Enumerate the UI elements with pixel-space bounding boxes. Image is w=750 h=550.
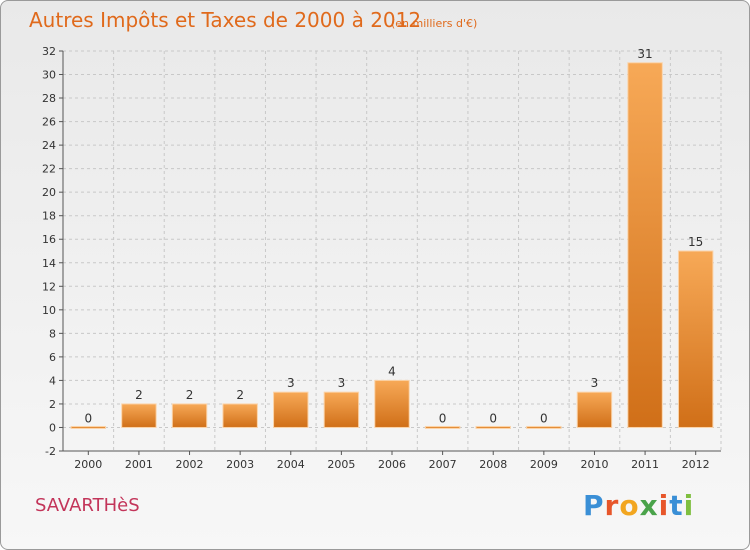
bars [70, 62, 714, 429]
bar-2003 [222, 403, 258, 428]
bar-2001 [121, 403, 157, 428]
bar-2004 [273, 391, 309, 428]
value-label-2009: 0 [540, 411, 548, 425]
value-label-2002: 2 [186, 388, 194, 402]
logo-letter: r [604, 489, 620, 522]
y-tick-label: 14 [42, 257, 56, 270]
y-tick-label: 28 [42, 92, 56, 105]
y-tick-label: -2 [45, 445, 56, 458]
value-label-2006: 4 [388, 364, 396, 378]
bar-2010 [576, 391, 613, 428]
value-label-2012: 15 [688, 235, 703, 249]
y-tick-label: 16 [42, 233, 56, 246]
value-labels: 0 2 2 2 3 3 4 0 0 0 3 31 15 [84, 47, 703, 426]
x-tick-label-2010: 2010 [580, 458, 608, 471]
logo-letter: o [619, 489, 640, 522]
y-tick-label: 24 [42, 139, 56, 152]
bar-2008 [475, 425, 511, 429]
value-label-2005: 3 [338, 376, 346, 390]
x-tick-label-2006: 2006 [378, 458, 406, 471]
bar-2005 [323, 391, 360, 428]
y-tick-label: 10 [42, 304, 56, 317]
logo-letter: i [658, 489, 670, 522]
y-tick-label: 6 [49, 351, 56, 364]
chart-subtitle: (en milliers d'€) [391, 17, 477, 30]
x-tick-label-2003: 2003 [226, 458, 254, 471]
x-tick-label-2008: 2008 [479, 458, 507, 471]
y-tick-label: 30 [42, 69, 56, 82]
y-tick-label: 18 [42, 210, 56, 223]
y-tick-label: 2 [49, 398, 56, 411]
x-tick-label-2007: 2007 [429, 458, 457, 471]
y-tick-label: 22 [42, 163, 56, 176]
y-tick-label: 4 [49, 374, 56, 387]
y-tick-label: 32 [42, 45, 56, 58]
bar-2000 [70, 425, 107, 429]
bar-2006 [374, 379, 410, 428]
value-label-2010: 3 [591, 376, 599, 390]
proxiti-logo: Proxiti [583, 489, 694, 522]
bar-2009 [526, 425, 562, 429]
y-tick-label: 20 [42, 186, 56, 199]
y-tick-label: 12 [42, 280, 56, 293]
x-tick-label-2001: 2001 [125, 458, 153, 471]
bar-2011 [627, 62, 663, 428]
bar-2012 [677, 250, 714, 428]
value-label-2007: 0 [439, 411, 447, 425]
x-tick-label-2011: 2011 [631, 458, 659, 471]
logo-letter: i [683, 489, 695, 522]
x-tick-label-2005: 2005 [327, 458, 355, 471]
y-tick-label: 0 [49, 421, 56, 434]
y-tick-label: 26 [42, 116, 56, 129]
bar-2002 [171, 403, 208, 428]
value-label-2001: 2 [135, 388, 143, 402]
x-tick-label-2004: 2004 [277, 458, 305, 471]
value-label-2008: 0 [489, 411, 497, 425]
value-label-2003: 2 [236, 388, 244, 402]
x-tick-label-2000: 2000 [74, 458, 102, 471]
commune-name: SAVARTHèS [35, 495, 140, 516]
logo-letter: P [583, 489, 605, 522]
x-tick-label-2002: 2002 [176, 458, 204, 471]
value-label-2011: 31 [637, 47, 652, 61]
y-tick-label: 8 [49, 327, 56, 340]
value-label-2000: 0 [84, 411, 92, 425]
value-label-2004: 3 [287, 376, 295, 390]
chart-title: Autres Impôts et Taxes de 2000 à 2012 [29, 8, 421, 32]
x-tick-label-2012: 2012 [682, 458, 710, 471]
logo-letter: t [669, 489, 684, 522]
logo-letter: x [639, 489, 659, 522]
x-tick-label-2009: 2009 [530, 458, 558, 471]
bar-2007 [424, 425, 461, 429]
